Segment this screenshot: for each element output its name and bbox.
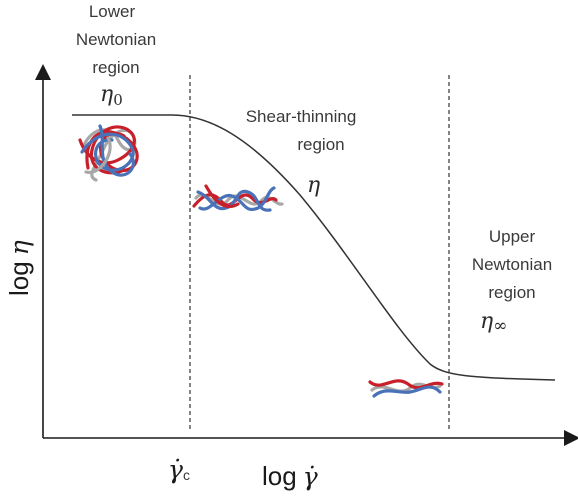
y-axis-label: logη xyxy=(4,240,34,296)
polymer-aligned-icon xyxy=(368,379,444,398)
eta-zero-symbol: η0 xyxy=(100,82,123,109)
lower-region-line-1: Lower xyxy=(89,2,136,21)
shear-region-line-1: Shear-thinning xyxy=(246,107,357,126)
upper-region-line-2: Newtonian xyxy=(472,255,552,274)
upper-region-line-1: Upper xyxy=(489,227,536,246)
x-axis-label: log γ̇ xyxy=(262,461,318,491)
upper-region-line-3: region xyxy=(488,283,535,302)
eta-infinity-symbol: η∞ xyxy=(480,309,507,336)
polymer-coil-icon xyxy=(78,124,139,182)
viscosity-curve xyxy=(72,114,556,381)
critical-rate-label: γ̇c xyxy=(168,455,190,484)
lower-region-line-3: region xyxy=(92,58,139,77)
lower-region-line-2: Newtonian xyxy=(76,30,156,49)
polymer-partially-aligned-icon xyxy=(192,184,284,212)
shear-region-line-2: region xyxy=(297,135,344,154)
eta-symbol: η xyxy=(307,173,320,198)
